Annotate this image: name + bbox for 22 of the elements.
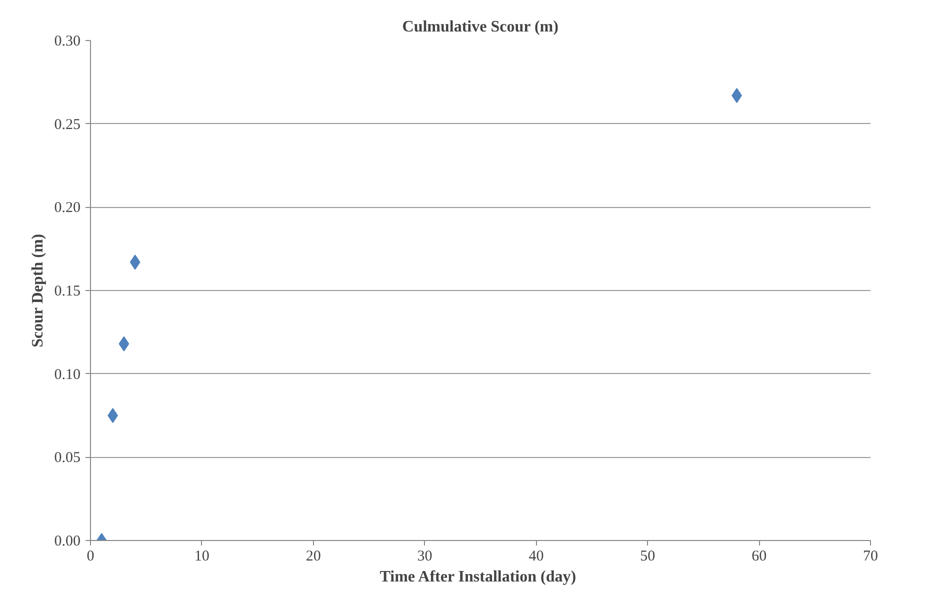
x-tick-label: 50 xyxy=(640,548,656,564)
point xyxy=(732,88,742,103)
point xyxy=(130,254,140,270)
x-tick-label: 40 xyxy=(528,548,544,564)
y-tick-label: 0.00 xyxy=(54,534,80,550)
y-axis-title: Scour Depth (m) xyxy=(29,234,46,348)
y-tick-label: 0.10 xyxy=(54,366,80,383)
x-axis-title: Time After Installation (day) xyxy=(380,568,576,586)
point xyxy=(118,336,130,352)
point xyxy=(108,408,118,423)
y-tick-label: 0.20 xyxy=(54,200,80,216)
y-tick-label: 0.30 xyxy=(54,34,80,50)
y-tick-label: 0.15 xyxy=(54,284,80,300)
x-tick-label: 0 xyxy=(86,548,94,564)
y-tick-label: 0.05 xyxy=(54,450,80,466)
chart-title: Culmulative Scour (m) xyxy=(402,18,558,36)
x-tick-label: 30 xyxy=(417,548,432,564)
x-tick-label: 70 xyxy=(863,548,878,564)
y-tick-label: 0.25 xyxy=(54,116,80,133)
x-tick-label: 10 xyxy=(194,548,210,564)
x-tick-label: 20 xyxy=(306,548,321,564)
x-tick-label: 60 xyxy=(752,548,767,564)
